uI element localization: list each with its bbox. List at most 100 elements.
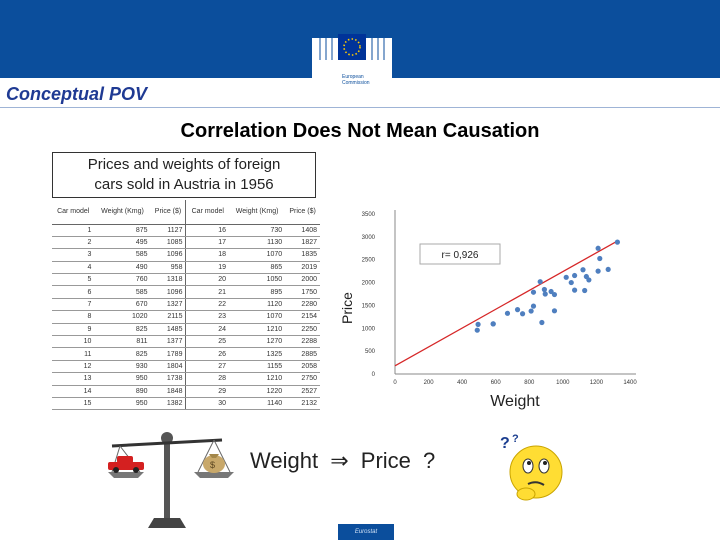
y-tick-label: 1000	[362, 326, 376, 332]
table-cell: 2885	[285, 347, 320, 361]
table-cell: 1738	[150, 372, 186, 386]
y-tick-label: 2500	[362, 258, 376, 264]
european-commission-logo: European Commission	[310, 20, 395, 100]
table-cell: 25	[185, 335, 230, 349]
col-car-model-1: Car model	[52, 200, 95, 225]
data-point	[504, 310, 511, 316]
data-point	[595, 268, 601, 274]
table-caption-line2: cars sold in Austria in 1956	[94, 176, 274, 193]
table-row: 13 950 1738 28 1210 2750	[52, 372, 320, 386]
table-cell: 1382	[150, 397, 186, 411]
table-row: 2 495 1085 17 1130 1827	[52, 236, 320, 250]
table-row: 10 811 1377 25 1270 2288	[52, 335, 320, 349]
table-cell: 1130	[229, 236, 286, 250]
col-weight-1: Weight (Kmg)	[94, 200, 151, 225]
col-weight-2: Weight (Kmg)	[229, 200, 286, 225]
table-cell: 29	[185, 385, 230, 398]
table-cell: 1155	[229, 360, 286, 374]
table-row: 9 825 1485 24 1210 2250	[52, 323, 320, 337]
caption-question: ?	[423, 448, 436, 473]
table-row: 8 1020 2115 23 1070 2154	[52, 310, 320, 324]
table-cell: 1120	[229, 298, 286, 312]
scatter-chart: 0 500 1000 1500 2000 2500 3000 3500 0 200 400 600 80…	[339, 196, 720, 416]
col-price-2: Price ($)	[285, 200, 320, 225]
table-cell: 950	[94, 372, 151, 386]
table-caption: Prices and weights of foreign cars sold …	[52, 152, 316, 198]
table-cell: 1325	[229, 347, 286, 361]
table-row: 11 825 1789 26 1325 2885	[52, 347, 320, 361]
logo-text-2: Commission	[342, 80, 370, 86]
table-cell: 18	[185, 248, 230, 262]
y-tick-label: 2000	[362, 281, 376, 287]
table-cell: 2132	[285, 397, 320, 411]
data-point	[614, 239, 621, 245]
table-body: 1 875 1127 16 730 1408 2 495 1085 17 1130 1827 3 585 1…	[52, 224, 320, 411]
table-cell: 10	[52, 335, 95, 349]
table-caption-line1: Prices and weights of foreign	[87, 156, 281, 173]
table-cell: 895	[229, 285, 286, 299]
data-point	[551, 308, 558, 314]
table-cell: 1804	[150, 360, 186, 374]
table-cell: 30	[185, 397, 230, 411]
table-cell: 1210	[229, 372, 286, 386]
table-cell: 1070	[229, 310, 286, 324]
table-row: 14 890 1848 29 1220 2527	[52, 385, 320, 398]
table-cell: 2115	[150, 310, 186, 324]
x-tick-label: 800	[524, 380, 535, 386]
data-point	[514, 307, 521, 313]
data-point	[475, 321, 481, 327]
table-cell: 760	[94, 273, 151, 287]
table-cell: 2280	[285, 298, 320, 312]
caption-price: Price	[360, 448, 411, 473]
section-label: Conceptual POV	[6, 84, 148, 104]
y-tick-label: 3000	[362, 235, 376, 241]
table-cell: 14	[52, 385, 95, 398]
thinking-smiley-icon: ? ?	[498, 430, 568, 510]
table-cell: 13	[52, 372, 95, 386]
table-cell: 1	[52, 224, 95, 237]
table-header-row: Car model Weight (Kmg) Price ($) Car mod…	[52, 200, 320, 225]
data-point	[582, 287, 588, 294]
data-point	[528, 308, 534, 314]
table-cell: 1789	[150, 347, 186, 361]
table-cell: 2	[52, 236, 95, 250]
data-point	[595, 245, 601, 251]
x-tick-label: 200	[424, 380, 435, 386]
table-cell: 2250	[285, 323, 320, 337]
data-point	[539, 319, 545, 326]
data-point	[519, 311, 526, 317]
balance-scale-illustration: $	[108, 420, 238, 535]
caption-weight: Weight	[250, 448, 319, 473]
data-point	[568, 279, 574, 286]
data-point	[530, 289, 537, 295]
table-cell: 1848	[150, 385, 186, 398]
table-cell: 23	[185, 310, 230, 324]
table-row: 7 670 1327 22 1120 2280	[52, 298, 320, 312]
table-cell: 585	[94, 248, 151, 262]
table-cell: 1220	[229, 385, 286, 398]
data-point	[548, 288, 554, 295]
x-axis-title: Weight	[490, 393, 540, 410]
table-cell: 8	[52, 310, 95, 324]
table-cell: 1408	[285, 224, 320, 237]
table-cell: 1085	[150, 236, 186, 250]
table-cell: 27	[185, 360, 230, 374]
table-cell: 1327	[150, 298, 186, 312]
table-cell: 730	[229, 224, 286, 237]
table-cell: 490	[94, 261, 151, 275]
table-cell: 2019	[285, 261, 320, 275]
table-cell: 1096	[150, 285, 186, 299]
table-cell: 875	[94, 224, 151, 237]
data-point	[583, 273, 589, 280]
table-cell: 9	[52, 323, 95, 337]
scatter-chart-svg: 0 500 1000 1500 2000 2500 3000 3500 0 200 400 600 80…	[339, 210, 637, 410]
table-cell: 22	[185, 298, 230, 312]
table-cell: 1070	[229, 248, 286, 262]
table-cell: 1050	[229, 273, 286, 287]
eurostat-logo: Eurostat	[338, 524, 394, 540]
table-cell: 1096	[150, 248, 186, 262]
table-cell: 2154	[285, 310, 320, 324]
y-tick-label: 500	[365, 349, 376, 355]
table-cell: 1140	[229, 397, 286, 411]
data-point	[490, 321, 496, 327]
